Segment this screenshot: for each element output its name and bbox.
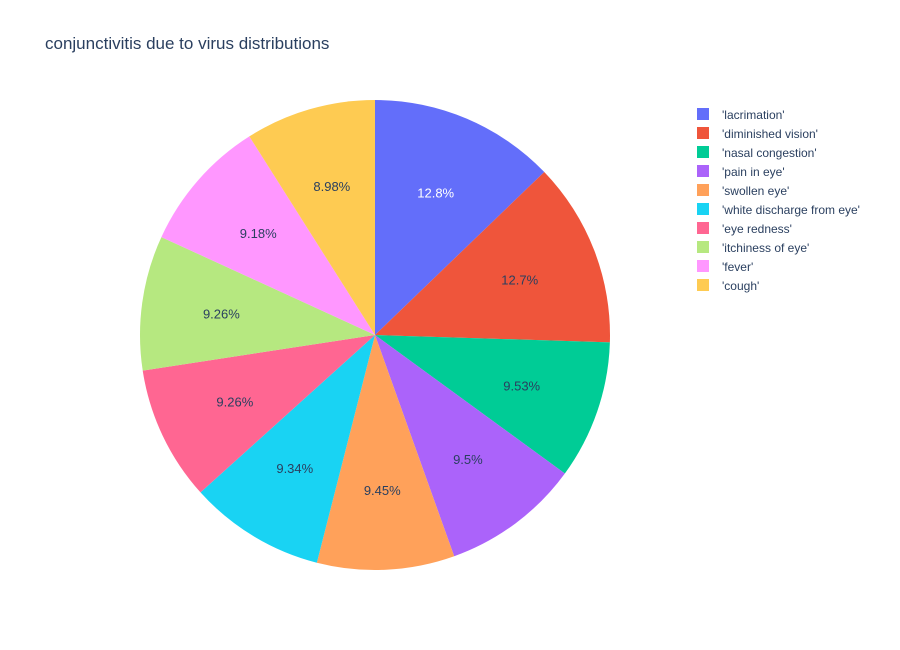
legend-item-lacrimation[interactable]: 'lacrimation' bbox=[697, 108, 785, 122]
legend-item-nasal-congestion[interactable]: 'nasal congestion' bbox=[697, 146, 817, 160]
pie-slice-fever[interactable] bbox=[161, 136, 375, 335]
legend: 'lacrimation' 'diminished vision' 'nasal c… bbox=[697, 108, 860, 293]
chart-title: conjunctivitis due to virus distribution… bbox=[45, 34, 330, 53]
legend-item-cough[interactable]: 'cough' bbox=[697, 279, 759, 293]
legend-swatch bbox=[697, 241, 709, 253]
legend-label: 'diminished vision' bbox=[722, 127, 818, 141]
pie-slice-pain-in-eye[interactable] bbox=[375, 335, 565, 557]
legend-label: 'fever' bbox=[722, 260, 753, 274]
legend-item-diminished-vision[interactable]: 'diminished vision' bbox=[697, 127, 818, 141]
legend-swatch bbox=[697, 279, 709, 291]
legend-swatch bbox=[697, 146, 709, 158]
pie-slice-white-discharge-from-eye[interactable] bbox=[200, 335, 375, 563]
slice-label-pain-in-eye: 9.5% bbox=[453, 452, 483, 467]
slice-label-fever: 9.18% bbox=[240, 226, 277, 241]
slice-label-nasal-congestion: 9.53% bbox=[503, 378, 540, 393]
slice-label-swollen-eye: 9.45% bbox=[364, 483, 401, 498]
slice-label-itchiness-of-eye: 9.26% bbox=[203, 307, 240, 322]
legend-swatch bbox=[697, 165, 709, 177]
pie-slice-eye-redness[interactable] bbox=[142, 335, 375, 493]
legend-label: 'nasal congestion' bbox=[722, 146, 817, 160]
pie-slice-swollen-eye[interactable] bbox=[316, 335, 455, 571]
slice-label-lacrimation: 12.8% bbox=[417, 185, 454, 200]
legend-label: 'itchiness of eye' bbox=[722, 241, 809, 255]
slice-label-diminished-vision: 12.7% bbox=[501, 272, 538, 287]
legend-swatch bbox=[697, 260, 709, 272]
legend-swatch bbox=[697, 222, 709, 234]
legend-swatch bbox=[697, 184, 709, 196]
legend-label: 'pain in eye' bbox=[722, 165, 785, 179]
legend-item-white-discharge-from-eye[interactable]: 'white discharge from eye' bbox=[697, 203, 860, 217]
pie-slice-cough[interactable] bbox=[249, 100, 375, 335]
pie-slice-nasal-congestion[interactable] bbox=[375, 335, 610, 474]
legend-item-pain-in-eye[interactable]: 'pain in eye' bbox=[697, 165, 785, 179]
pie-slices bbox=[140, 100, 611, 571]
slice-label-eye-redness: 9.26% bbox=[216, 394, 253, 409]
pie-slice-itchiness-of-eye[interactable] bbox=[140, 237, 375, 371]
legend-label: 'cough' bbox=[722, 279, 759, 293]
legend-label: 'lacrimation' bbox=[722, 108, 785, 122]
pie-slice-labels: 12.8% 12.7% 9.53% 9.5% 9.45% 9.34% 9.26% 9.26% 9… bbox=[203, 179, 541, 498]
pie-slice-lacrimation[interactable] bbox=[375, 100, 545, 335]
legend-swatch bbox=[697, 203, 709, 215]
slice-label-cough: 8.98% bbox=[313, 179, 350, 194]
pie-slice-diminished-vision[interactable] bbox=[375, 171, 611, 343]
slice-label-white-discharge-from-eye: 9.34% bbox=[276, 461, 313, 476]
legend-item-fever[interactable]: 'fever' bbox=[697, 260, 753, 274]
legend-item-eye-redness[interactable]: 'eye redness' bbox=[697, 222, 792, 236]
legend-swatch bbox=[697, 127, 709, 139]
legend-item-itchiness-of-eye[interactable]: 'itchiness of eye' bbox=[697, 241, 809, 255]
legend-label: 'eye redness' bbox=[722, 222, 792, 236]
legend-label: 'swollen eye' bbox=[722, 184, 789, 198]
legend-swatch bbox=[697, 108, 709, 120]
legend-label: 'white discharge from eye' bbox=[722, 203, 860, 217]
legend-item-swollen-eye[interactable]: 'swollen eye' bbox=[697, 184, 789, 198]
